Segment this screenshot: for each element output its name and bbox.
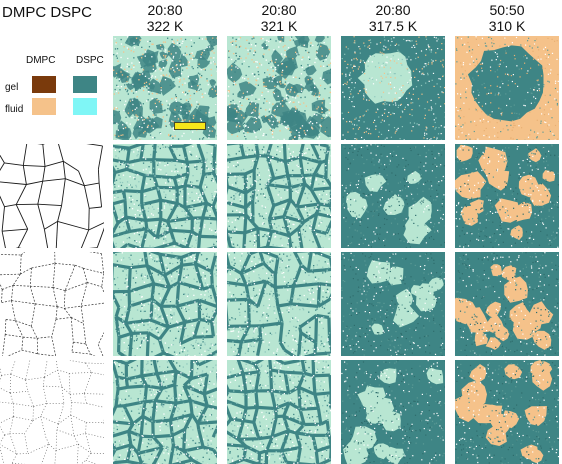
scale-bar — [174, 122, 206, 130]
simulation-panel — [341, 36, 445, 140]
column-temperature: 317.5 K — [341, 18, 445, 34]
column-header-2: 20:80 321 K — [227, 2, 331, 34]
column-header-1: 20:80 322 K — [113, 2, 217, 34]
simulation-panel — [227, 144, 331, 248]
simulation-panel — [341, 360, 445, 464]
simulation-panel — [341, 252, 445, 356]
network-panel — [0, 252, 104, 356]
network-panel — [0, 36, 104, 140]
simulation-panel — [227, 360, 331, 464]
simulation-panel — [227, 252, 331, 356]
figure-title: DMPC DSPC — [2, 4, 92, 21]
column-ratio: 20:80 — [113, 2, 217, 18]
column-temperature: 310 K — [455, 18, 559, 34]
simulation-panel — [113, 252, 217, 356]
column-header-3: 20:80 317.5 K — [341, 2, 445, 34]
network-panel — [0, 144, 104, 248]
simulation-panel — [455, 252, 559, 356]
simulation-panel — [341, 144, 445, 248]
simulation-panel — [455, 144, 559, 248]
simulation-panel — [455, 360, 559, 464]
column-temperature: 321 K — [227, 18, 331, 34]
simulation-panel — [113, 144, 217, 248]
simulation-panel — [227, 36, 331, 140]
column-header-4: 50:50 310 K — [455, 2, 559, 34]
column-ratio: 20:80 — [227, 2, 331, 18]
column-ratio: 50:50 — [455, 2, 559, 18]
network-panel — [0, 360, 104, 464]
column-ratio: 20:80 — [341, 2, 445, 18]
simulation-panel — [113, 360, 217, 464]
simulation-panel — [455, 36, 559, 140]
column-temperature: 322 K — [113, 18, 217, 34]
